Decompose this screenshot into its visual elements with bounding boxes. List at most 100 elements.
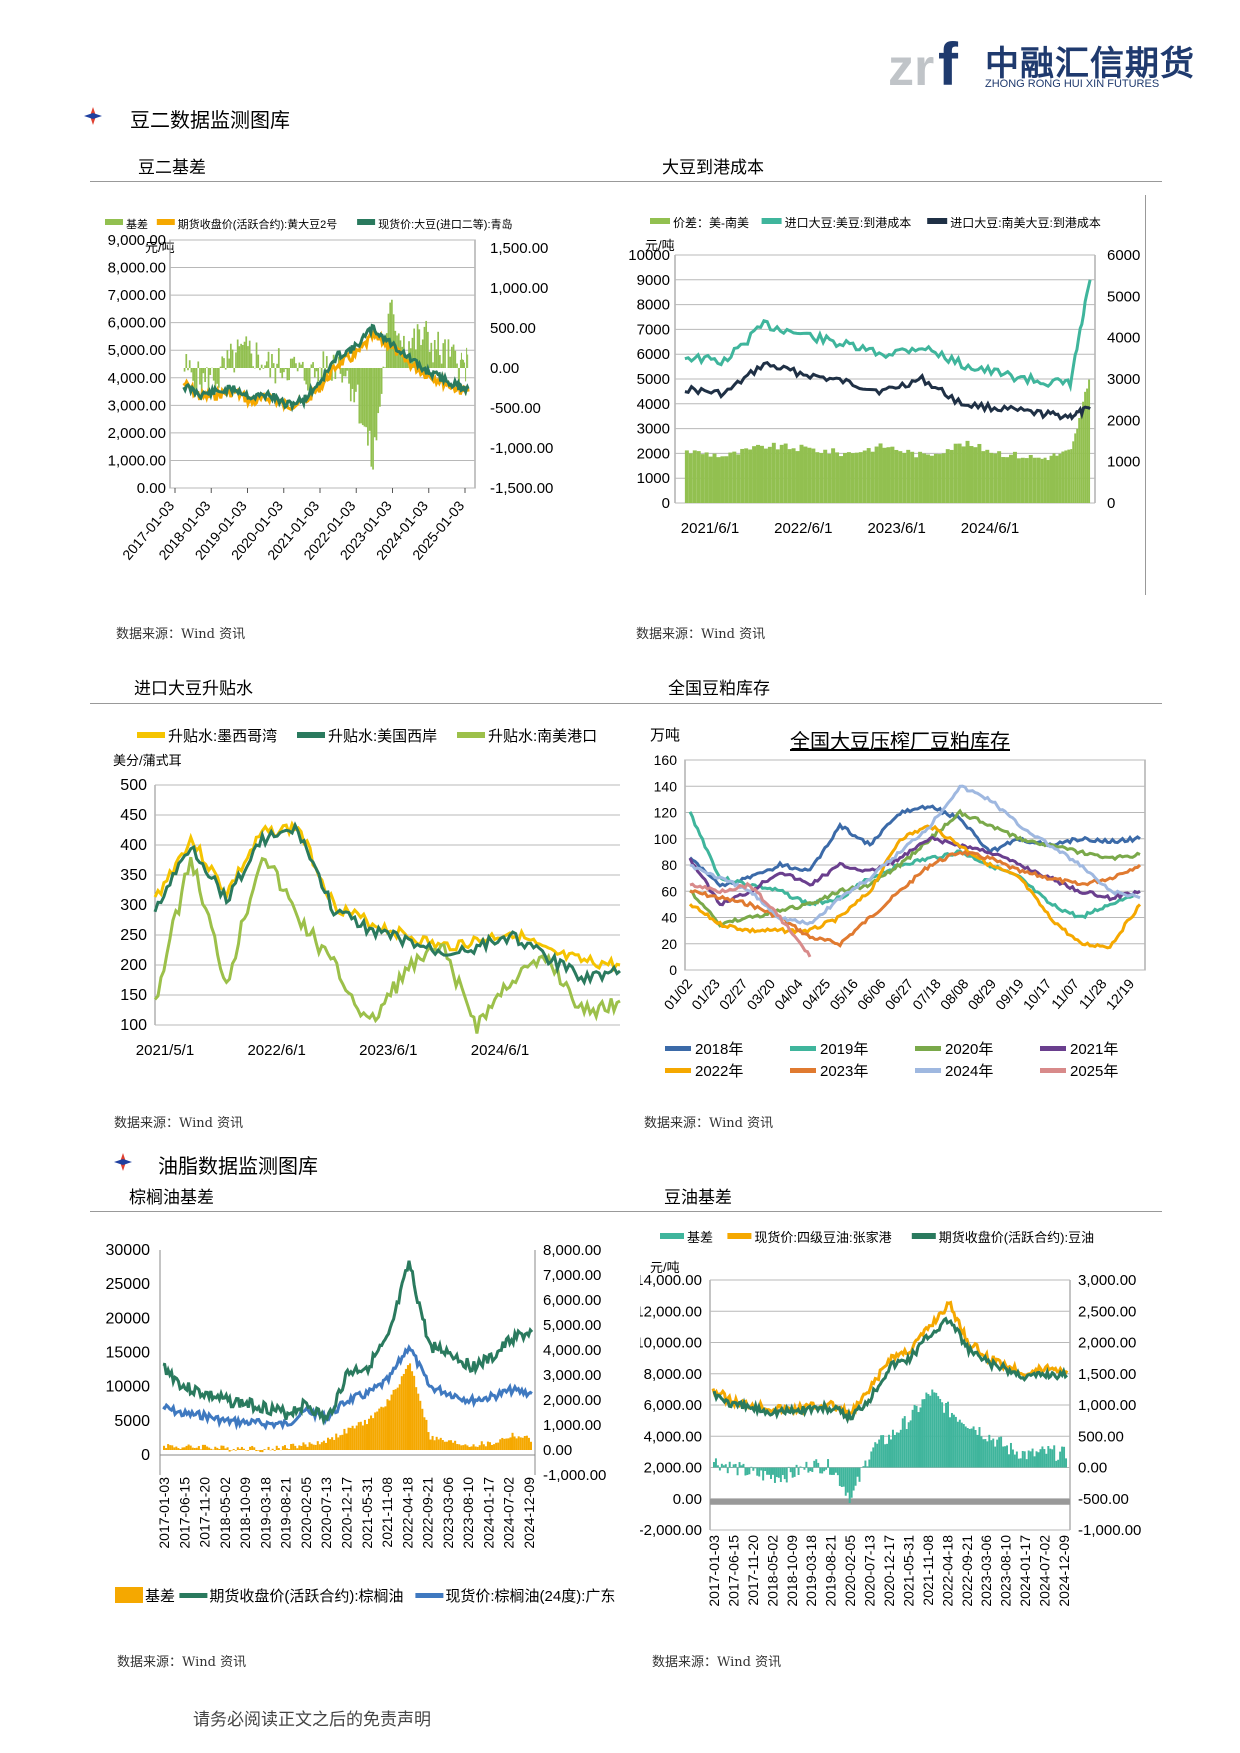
- basis-bar: [378, 1408, 381, 1450]
- basis-bar: [223, 358, 225, 368]
- basis-bar: [428, 351, 431, 368]
- legend-swatch: [1040, 1046, 1066, 1051]
- y-tick-label: 12,000.00: [640, 1303, 702, 1320]
- spread-bar: [902, 452, 907, 503]
- basis-bar: [376, 1411, 379, 1450]
- spread-bar: [1086, 388, 1089, 503]
- chart-title-c4-inner: 全国大豆压榨厂豆粕库存: [790, 730, 1010, 753]
- zero-axis-band: [710, 1498, 1070, 1505]
- basis-bar: [243, 341, 246, 368]
- chart-c2-border: [1145, 195, 1146, 595]
- basis-bar: [836, 1467, 839, 1476]
- basis-bar: [361, 1425, 364, 1450]
- x-tick-label: 2018-10-09: [237, 1477, 253, 1549]
- y-tick-label: 120: [654, 805, 678, 821]
- y-tick-label: 8000: [637, 297, 670, 314]
- basis-bar: [384, 1406, 387, 1450]
- basis-bar: [257, 1450, 260, 1451]
- basis-bar: [515, 1438, 518, 1450]
- basis-bar: [746, 1467, 749, 1475]
- spread-bar: [981, 451, 986, 503]
- basis-bar: [756, 1467, 759, 1476]
- basis-bar: [335, 1433, 338, 1450]
- legend-swatch: [927, 218, 948, 224]
- basis-bar: [310, 364, 313, 368]
- y-tick-label: 6,000.00: [108, 315, 166, 332]
- basis-bar: [433, 340, 436, 368]
- basis-bar: [355, 368, 357, 392]
- basis-bar: [457, 368, 459, 383]
- basis-bar: [274, 368, 277, 384]
- basis-bar: [261, 1450, 264, 1453]
- spread-bar: [926, 454, 930, 503]
- basis-bar: [286, 368, 289, 381]
- basis-bar: [891, 1429, 894, 1468]
- basis-bar: [460, 1445, 463, 1450]
- basis-bar: [197, 1446, 200, 1450]
- y-tick-label: 500.00: [1078, 1428, 1124, 1445]
- basis-bar: [1053, 1445, 1056, 1468]
- x-tick-label: 04/25: [799, 975, 834, 1012]
- basis-bar: [1008, 1454, 1010, 1468]
- basis-bar: [773, 1467, 776, 1483]
- basis-bar: [279, 368, 282, 373]
- spread-bar: [1012, 451, 1017, 503]
- x-tick-label: 2022/6/1: [247, 1042, 305, 1059]
- basis-bar: [202, 368, 205, 374]
- y-tick-label: 1,000.00: [108, 452, 166, 469]
- y-tick-label: 2000: [637, 445, 670, 462]
- basis-bar: [805, 1461, 808, 1468]
- basis-bar: [341, 368, 344, 383]
- spread-bar: [1072, 441, 1075, 503]
- legend-label: 升贴水:墨西哥湾: [168, 728, 277, 745]
- spread-bar: [898, 451, 903, 503]
- basis-bar: [204, 368, 206, 383]
- basis-bar: [452, 1442, 455, 1450]
- basis-bar: [220, 1445, 223, 1450]
- basis-bar: [949, 1417, 951, 1468]
- basis-bar: [355, 1425, 358, 1450]
- basis-bar: [341, 1434, 344, 1450]
- basis-bar: [952, 1414, 955, 1468]
- basis-bar: [197, 361, 200, 368]
- y-tick-label: 6000: [637, 346, 670, 363]
- data-source-c1: 数据来源：Wind 资讯: [116, 627, 246, 642]
- basis-bar: [1059, 1451, 1062, 1468]
- basis-bar: [1027, 1450, 1030, 1468]
- basis-bar: [365, 368, 368, 428]
- legend-swatch: [1040, 1068, 1066, 1073]
- spread-bar: [1067, 449, 1071, 503]
- basis-bar: [382, 1407, 385, 1450]
- x-tick-label: 2024-07-02: [501, 1477, 517, 1549]
- x-tick-label: 09/19: [992, 975, 1027, 1012]
- y-unit-label: 美分/蒲式耳: [113, 753, 182, 768]
- basis-bar: [232, 1448, 235, 1450]
- spread-bar: [929, 455, 934, 503]
- y-unit-label: 元/吨: [650, 1260, 680, 1275]
- basis-bar: [439, 355, 441, 368]
- sa-basis-line: [153, 856, 621, 1034]
- chart-c2: 价差：美-南美 进口大豆:美豆:到港成本 进口大豆:南美大豆:到港成本元/吨1000…: [628, 215, 1140, 537]
- spot-price-line: [162, 1343, 533, 1431]
- basis-bar: [795, 1464, 798, 1468]
- basis-bar: [402, 1373, 405, 1450]
- y-tick-label: -1,000.00: [543, 1467, 606, 1484]
- basis-bar: [248, 340, 251, 368]
- spread-bar: [795, 451, 800, 503]
- basis-bar: [956, 1421, 959, 1468]
- x-tick-label: 2019-08-21: [823, 1535, 839, 1607]
- west-coast-basis-line: [153, 821, 621, 987]
- legend-swatch: [911, 1233, 936, 1239]
- basis-bar: [281, 368, 284, 379]
- basis-bar: [888, 1434, 890, 1468]
- y-tick-label: 160: [654, 752, 678, 768]
- basis-bar: [972, 1426, 975, 1468]
- basis-bar: [370, 1415, 373, 1450]
- x-tick-label: 2022/6/1: [774, 520, 832, 537]
- y-tick-label: 8,000.00: [543, 1242, 601, 1259]
- spread-bar: [1005, 457, 1010, 503]
- stock-line-2023年: [689, 849, 1142, 948]
- spread-bar: [953, 443, 958, 503]
- basis-bar: [344, 368, 347, 377]
- basis-bar: [351, 1425, 354, 1450]
